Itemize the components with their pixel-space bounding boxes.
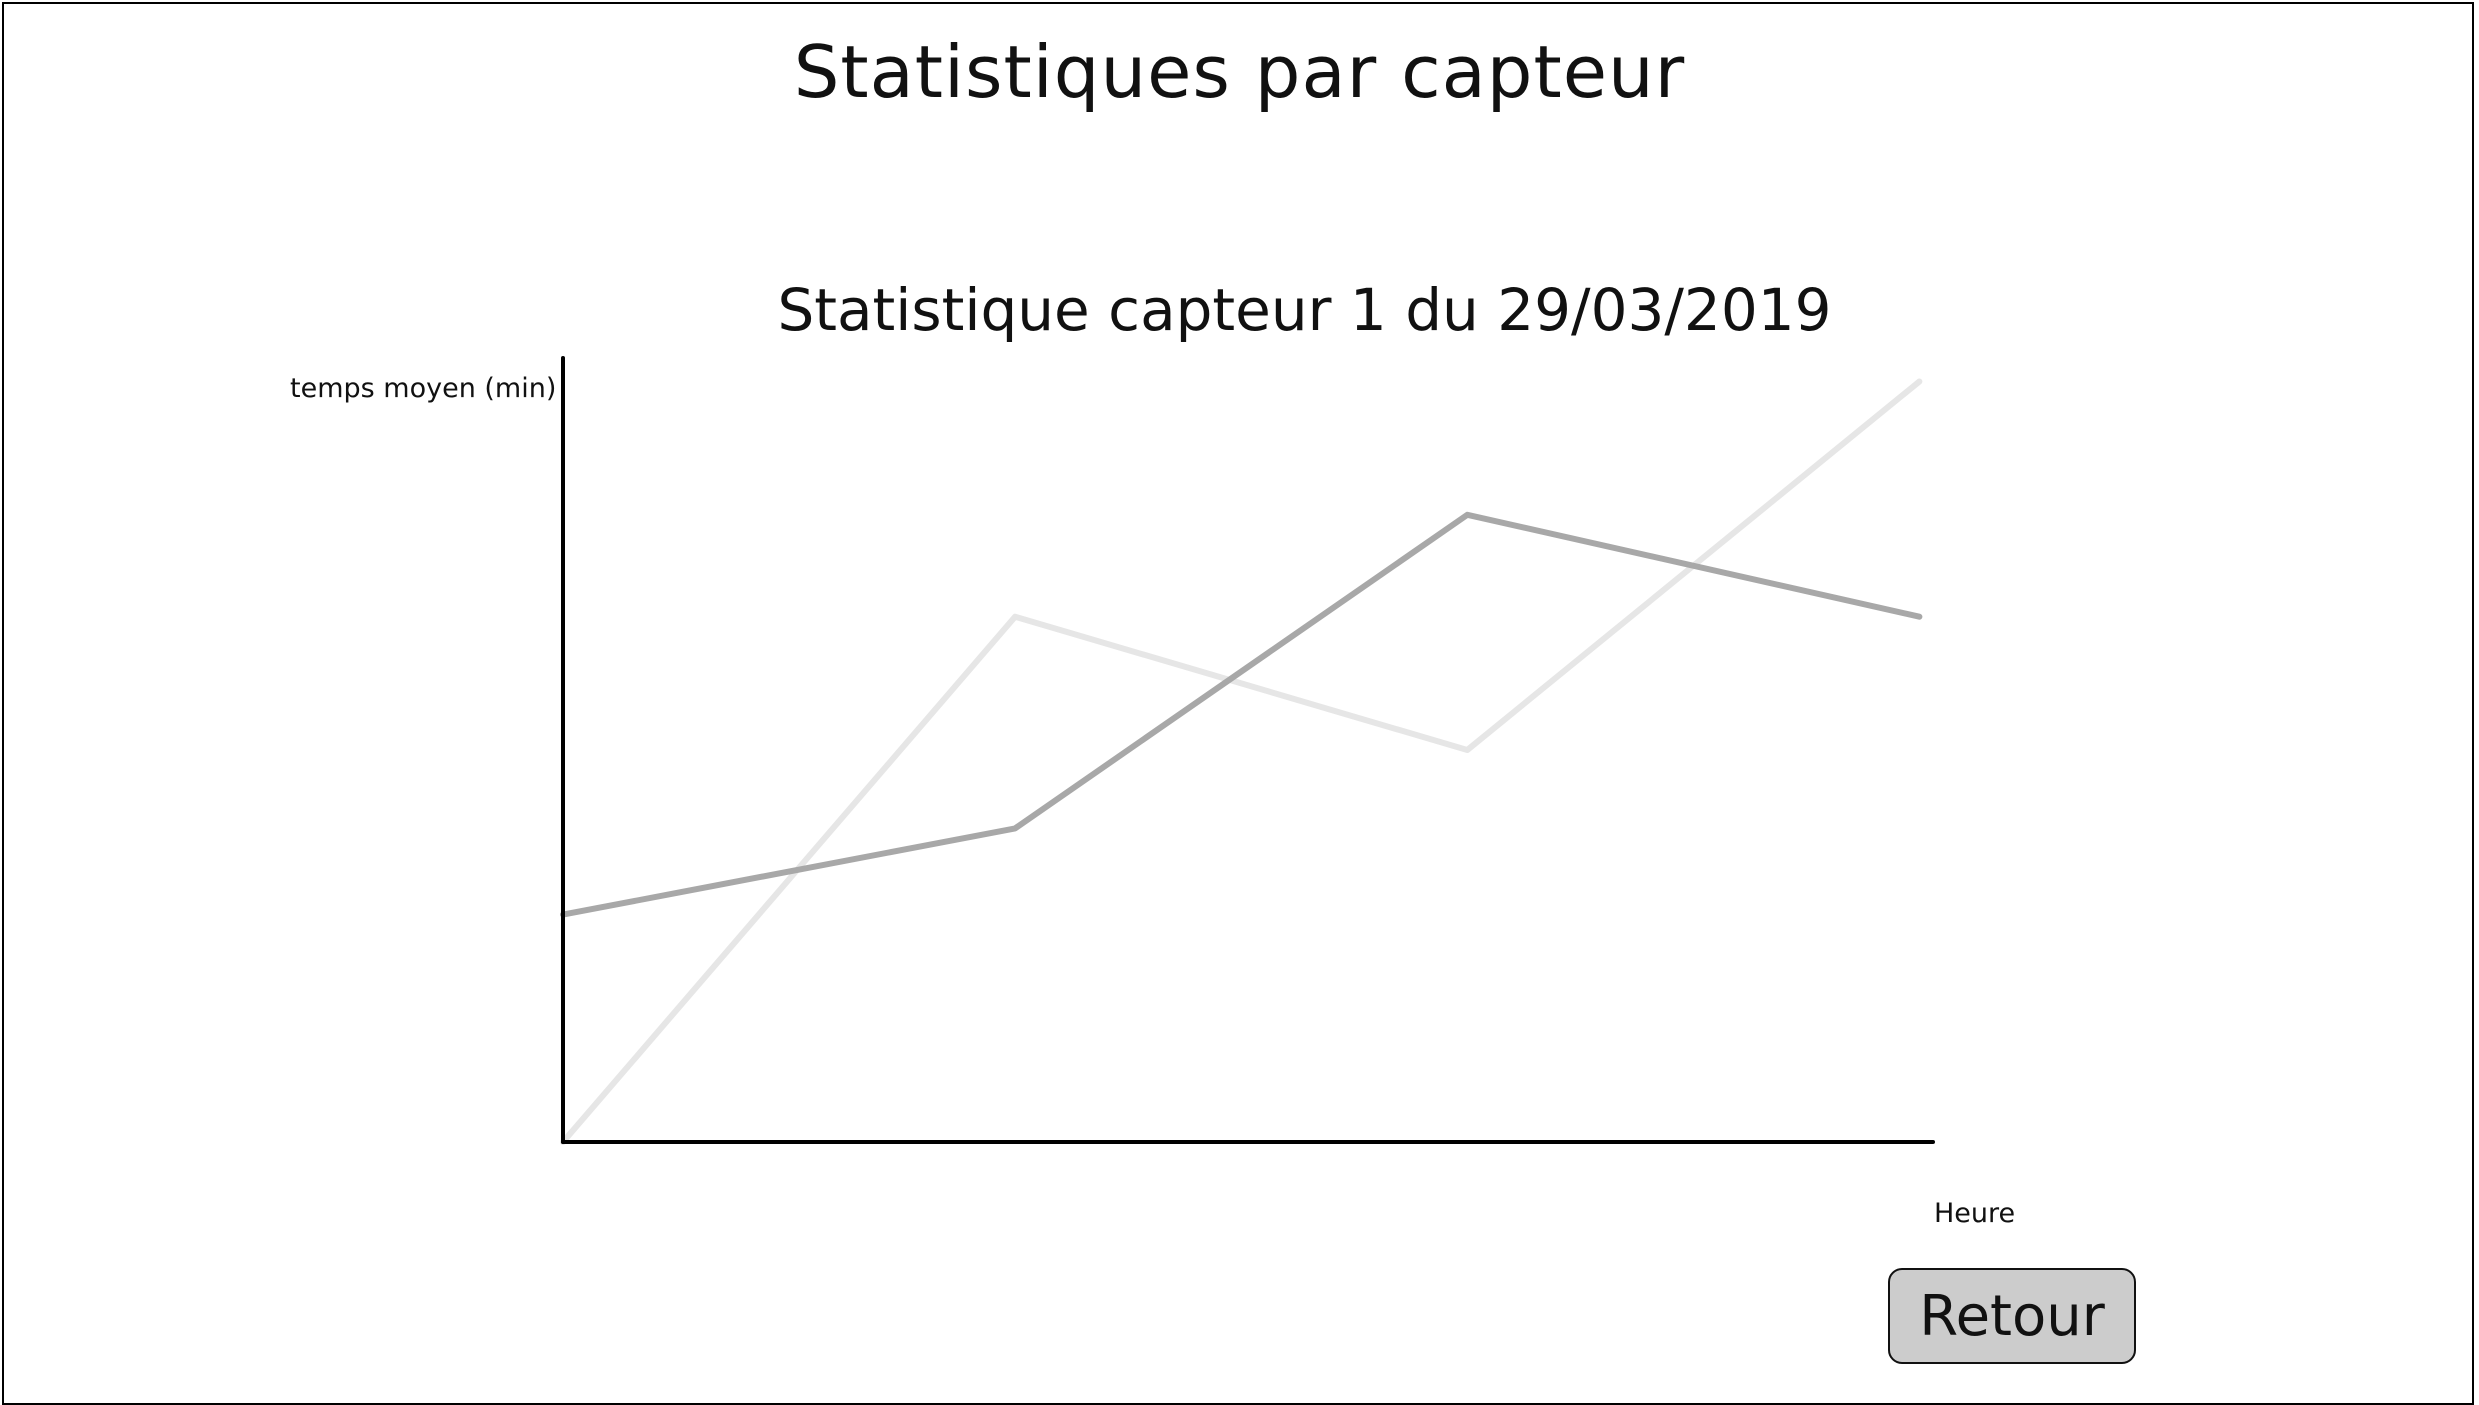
x-axis-label: Heure (1934, 1198, 2016, 1229)
series-line-2 (560, 511, 1923, 918)
series-layer (560, 378, 1923, 1145)
y-axis-label: temps moyen (min) (290, 373, 557, 404)
chart-title: Statistique capteur 1 du 29/03/2019 (777, 276, 1832, 344)
page-title: Statistiques par capteur (793, 30, 1686, 114)
series-line-1 (560, 378, 1923, 1145)
back-button[interactable]: Retour (1888, 1268, 2136, 1364)
